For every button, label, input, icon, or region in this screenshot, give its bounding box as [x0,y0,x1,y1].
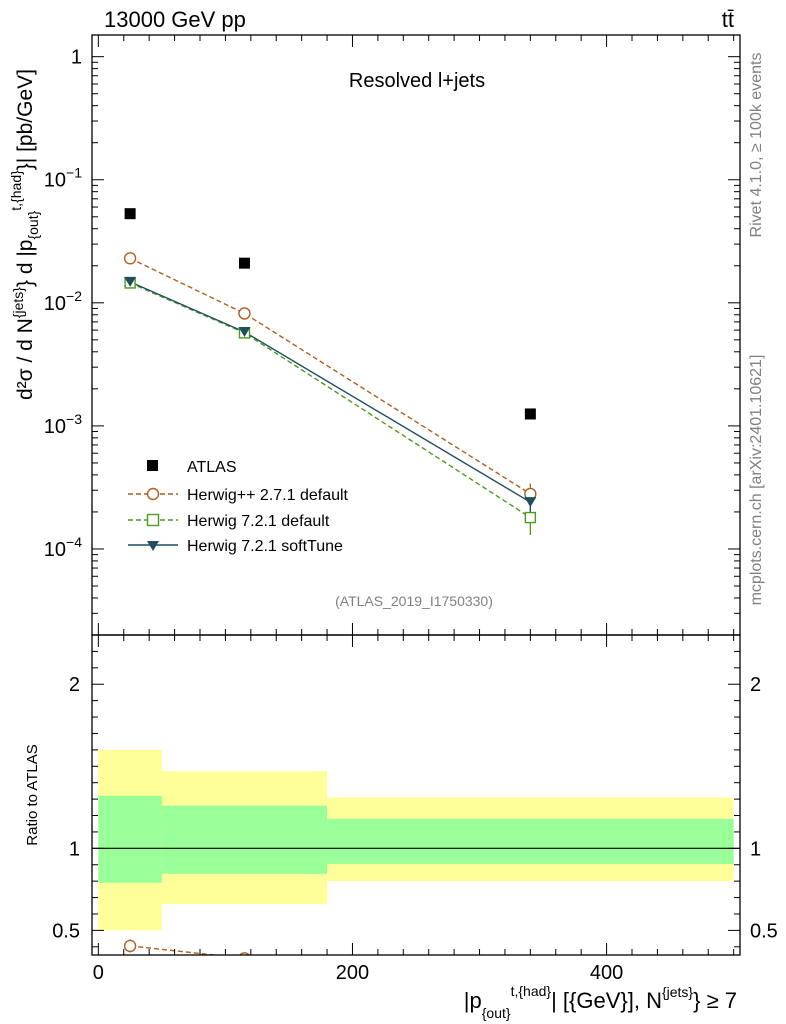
point-atlas [238,257,250,269]
energy-label: 13000 GeV pp [104,7,246,32]
y-tick-label: 10−3 [44,411,82,438]
y-tick-label: 10−1 [44,165,82,192]
point-herwig-default [524,511,537,524]
ratio-y-tick-label-left: 0.5 [52,920,80,942]
series-line-herwigpp [129,257,531,495]
ratio-y-tick-label-left: 2 [69,674,80,696]
point-herwig-soft [524,497,537,508]
y-tick-label: 10−4 [44,534,82,561]
legend-label-herwig-default: Herwig 7.2.1 default [187,513,330,530]
ratio-y-axis-label: Ratio to ATLAS [24,744,41,845]
legend-label-herwigpp: Herwig++ 2.7.1 default [187,487,349,504]
legend-entry-atlas: ATLAS [147,459,237,476]
point-herwig-soft [238,326,251,337]
ratio-panel: 0.5 0.5 1 1 2 2 0 200 400 Ratio to ATLAS |p{out}… [24,634,778,1021]
ratio-point-herwigpp [123,939,137,953]
point-herwig-soft [124,276,137,287]
ratio-x-tick-label: 0 [93,962,104,984]
legend: ATLAS Herwig++ 2.7.1 default Herwig 7.2.… [128,459,349,555]
main-marks [123,208,537,535]
legend-entry-herwig-default: Herwig 7.2.1 default [128,513,330,530]
legend-entry-herwig-soft: Herwig 7.2.1 softTune [128,538,343,555]
mcplots-label: mcplots.cern.ch [arXiv:2401.10621] [748,355,765,606]
point-atlas [124,208,136,220]
ratio-ticks: 0.5 0.5 1 1 2 2 0 200 400 [52,635,778,984]
series-line-herwig-default [129,282,531,519]
ratio-x-tick-label: 400 [590,962,623,984]
ratio-y-tick-label-right: 2 [750,674,761,696]
rivet-label: Rivet 4.1.0, ≥ 100k events [748,53,765,238]
analysis-label: (ATLAS_2019_I1750330) [335,593,493,609]
ratio-y-tick-label-right: 1 [750,838,761,860]
ratio-band-inner [98,795,162,883]
ratio-frame [91,634,741,956]
ratio-band-inner [161,805,328,874]
point-atlas [524,408,536,420]
y-tick-label: 1 [71,47,82,69]
ratio-line-herwigpp [130,945,221,955]
legend-marker-herwigpp [146,487,160,501]
main-panel: 1 10−1 10−2 10−3 10−4 Resolved l+jets (ATLAS… [8,34,741,636]
legend-label-herwig-soft: Herwig 7.2.1 softTune [187,538,343,555]
process-label: tt̄ [722,7,734,32]
point-herwigpp [238,307,251,320]
legend-marker-herwig-soft [147,541,159,551]
legend-label-atlas: ATLAS [187,459,237,476]
ratio-y-tick-label-right: 0.5 [750,920,778,942]
ratio-marks [123,939,250,955]
ratio-band-inner [327,818,734,864]
y-tick-label: 10−2 [44,288,82,315]
ratio-y-tick-label-left: 1 [69,838,80,860]
legend-marker-herwig-default [146,513,160,527]
main-title: Resolved l+jets [349,70,485,92]
ratio-bands [92,749,740,931]
x-axis-label: |p{out}t,{had}| [{GeV}], N{jets}} ≥ 7 [464,983,737,1021]
legend-marker-atlas [147,460,158,471]
point-herwigpp [123,252,137,265]
ratio-x-tick-label: 200 [336,962,369,984]
main-y-axis-label: d²σ / d N{jets}} d |p{out}t,{had}}| [pb/… [8,69,41,400]
main-ticks: 1 10−1 10−2 10−3 10−4 [44,35,740,636]
legend-entry-herwigpp: Herwig++ 2.7.1 default [128,487,349,504]
